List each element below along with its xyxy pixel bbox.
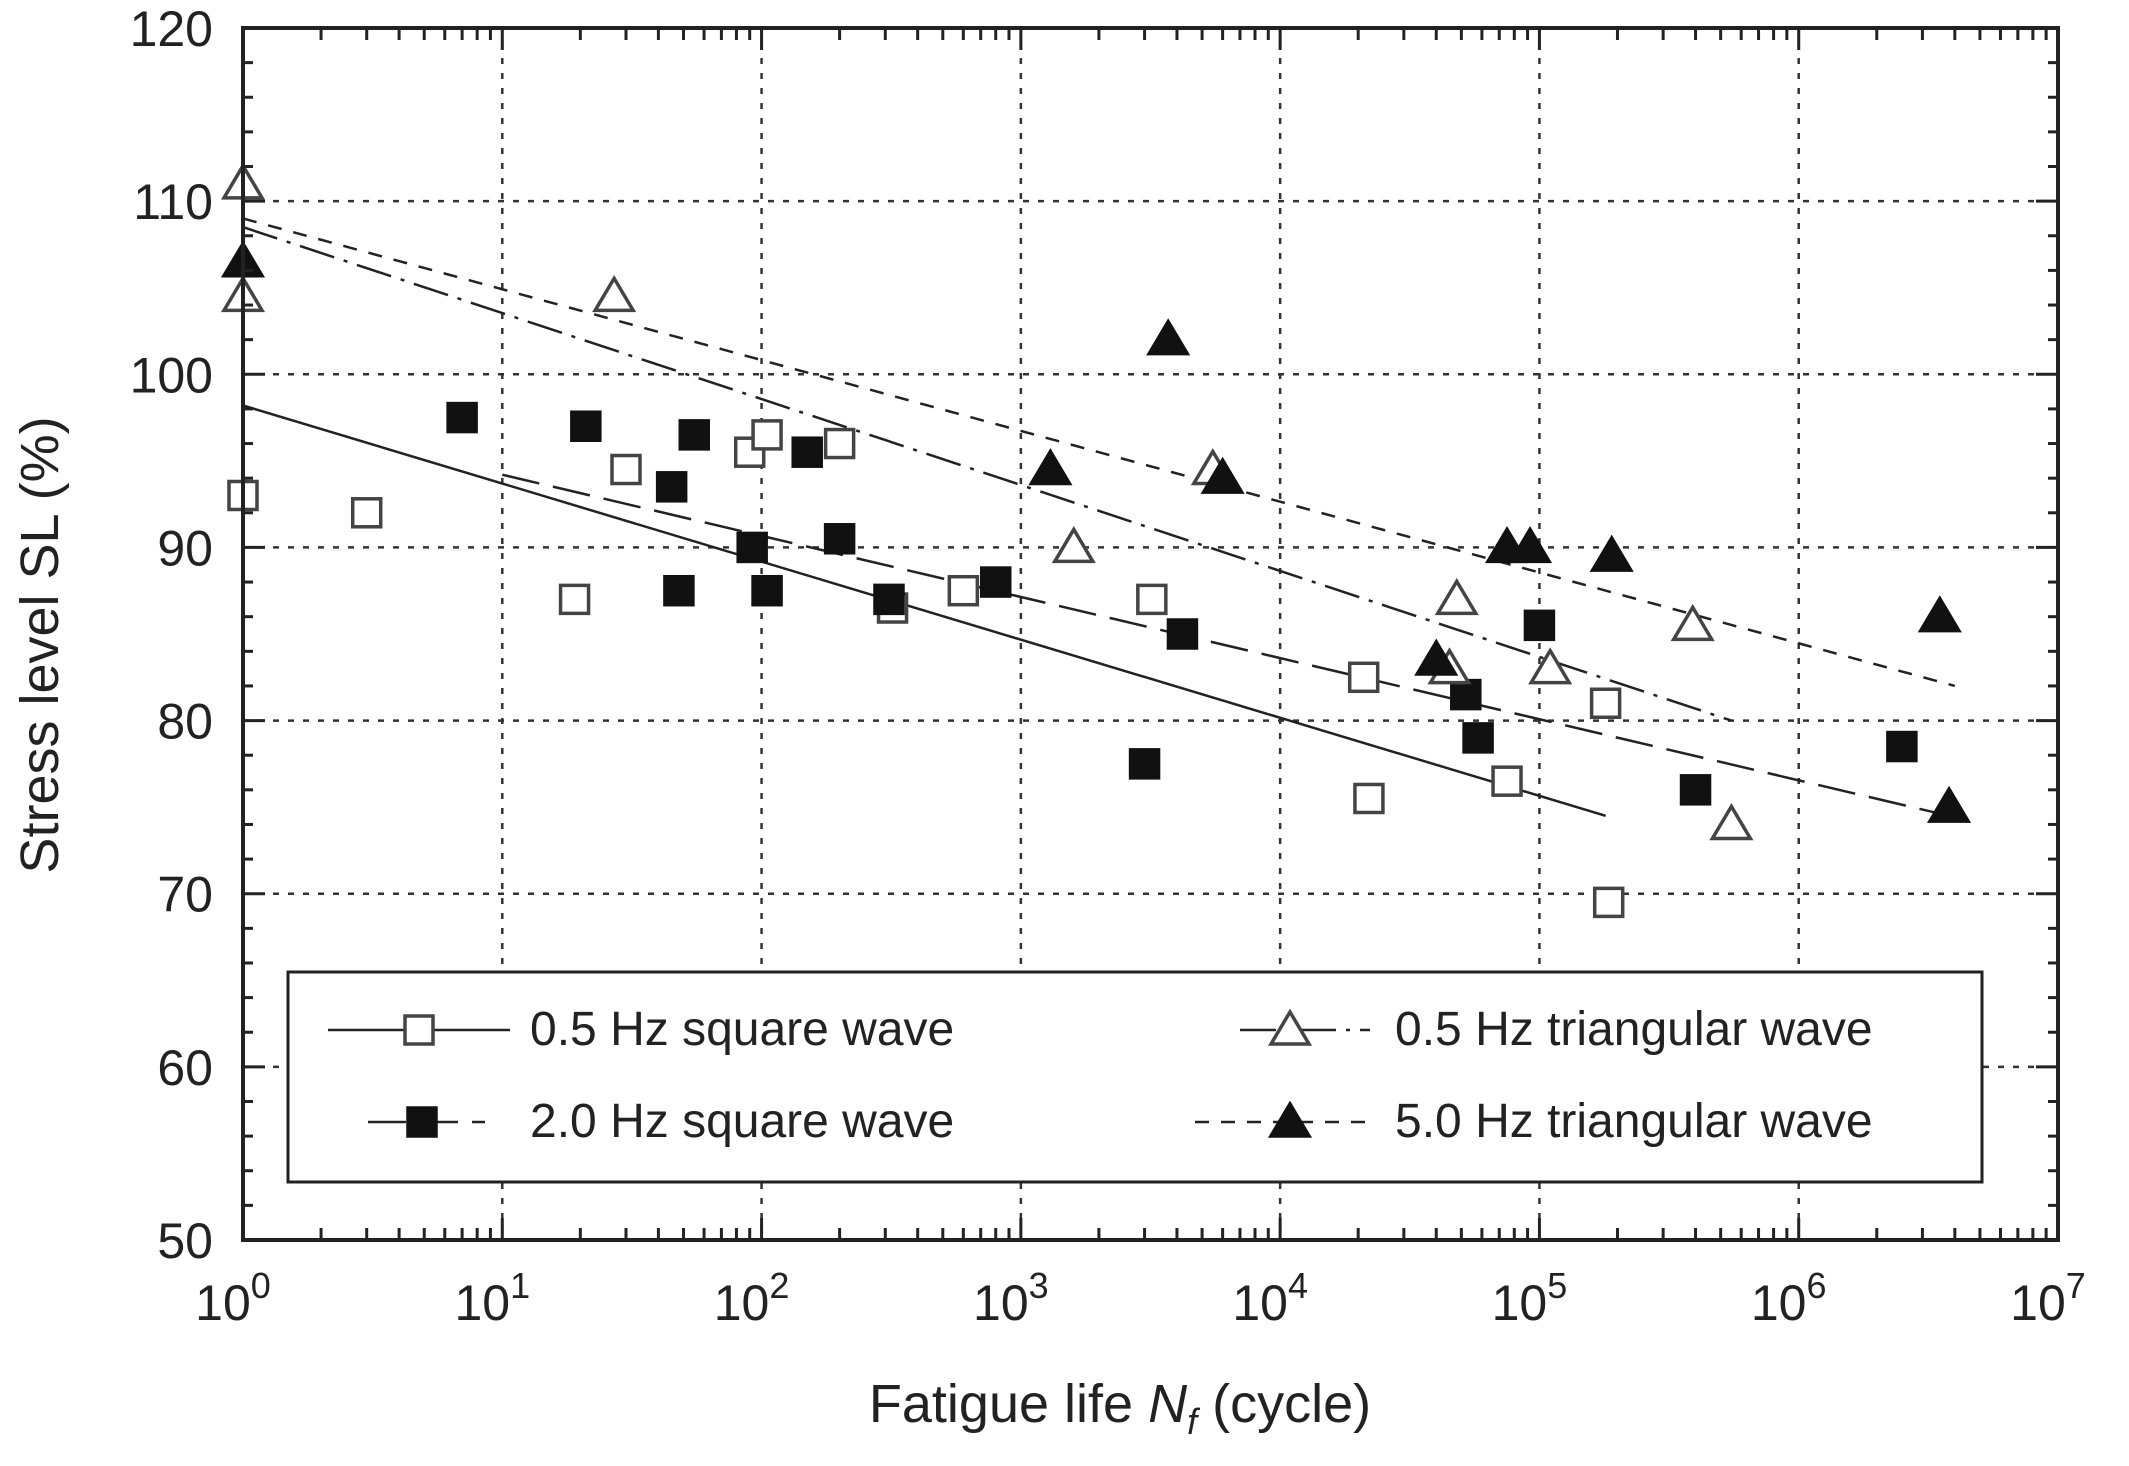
- fit-lines: [242, 217, 1956, 818]
- plot-frame: [241, 26, 2060, 1242]
- point-series-2: [823, 523, 856, 555]
- point-series-3: [1528, 647, 1573, 685]
- point-series-2: [1166, 618, 1199, 650]
- y-tick-label: 50: [157, 1213, 213, 1269]
- point-series-2: [1450, 678, 1482, 711]
- point-series-4: [1589, 534, 1634, 572]
- x-tick-label: 100: [195, 1265, 271, 1331]
- point-series-2: [446, 401, 478, 434]
- y-axis-title: Stress level SL (%): [10, 416, 70, 873]
- point-series-2: [751, 574, 783, 607]
- x-tick-label: 107: [2010, 1265, 2086, 1331]
- x-axis-title: Fatigue life Nf (cycle): [869, 1374, 1371, 1442]
- point-series-1: [1353, 782, 1385, 815]
- legend-entries: 0.5 Hz square wave 2.0 Hz square wave 0.5 …: [328, 1003, 1873, 1148]
- point-series-2: [979, 566, 1012, 598]
- y-tick-label: 60: [157, 1040, 213, 1096]
- point-series-1: [350, 497, 383, 529]
- axes: 100 101 102 103 104 105 106 107 50 60 70 80 90 100 110…: [130, 1, 2086, 1331]
- point-series-4: [1917, 595, 1962, 633]
- point-series-3: [592, 274, 637, 313]
- y-tick-label: 100: [130, 347, 213, 403]
- point-series-1: [1589, 687, 1622, 720]
- point-series-2: [1679, 774, 1712, 806]
- x-tick-label: 101: [454, 1265, 530, 1331]
- point-series-1: [1491, 765, 1523, 797]
- x-tick-label: 102: [714, 1265, 790, 1331]
- y-tick-label: 110: [133, 174, 213, 230]
- point-series-1: [1592, 886, 1625, 919]
- point-series-3: [1709, 803, 1754, 841]
- point-series-1: [1347, 661, 1380, 694]
- legend-label-1: 0.5 Hz square wave: [530, 1003, 954, 1056]
- x-tick-label: 103: [973, 1265, 1049, 1331]
- fit-line-series-1: [242, 404, 1606, 817]
- point-series-1: [733, 436, 766, 468]
- x-tick-label: 105: [1492, 1265, 1568, 1331]
- point-series-2: [655, 471, 688, 503]
- point-series-2: [1128, 748, 1161, 780]
- point-series-2: [1523, 609, 1556, 642]
- legend-label-4: 5.0 Hz triangular wave: [1395, 1095, 1873, 1148]
- point-series-3: [1670, 603, 1715, 642]
- x-tick-label: 106: [1751, 1265, 1827, 1331]
- point-series-1: [1136, 583, 1168, 616]
- point-series-1: [947, 574, 980, 607]
- legend: 0.5 Hz square wave 2.0 Hz square wave 0.5 …: [286, 970, 1984, 1184]
- point-series-3: [1051, 526, 1096, 564]
- y-tick-label: 120: [130, 1, 213, 57]
- point-series-2: [1886, 730, 1918, 763]
- legend-box: [286, 970, 1984, 1184]
- point-series-4: [1028, 448, 1073, 486]
- y-tick-label: 80: [157, 694, 213, 750]
- point-series-2: [678, 419, 711, 451]
- point-series-4: [1507, 526, 1553, 564]
- point-series-4: [1926, 785, 1972, 823]
- legend-marker-4: [1267, 1100, 1313, 1138]
- point-series-1: [823, 427, 856, 460]
- y-tick-label: 70: [157, 867, 213, 923]
- point-series-1: [610, 453, 642, 486]
- legend-label-3: 0.5 Hz triangular wave: [1395, 1003, 1873, 1056]
- legend-marker-1: [403, 1014, 435, 1046]
- point-series-2: [570, 410, 602, 442]
- legend-label-2: 2.0 Hz square wave: [530, 1095, 954, 1148]
- point-series-2: [791, 436, 823, 468]
- point-series-2: [873, 583, 905, 616]
- legend-marker-3: [1267, 1008, 1313, 1046]
- y-tick-label: 90: [157, 520, 213, 576]
- point-series-4: [1414, 638, 1459, 676]
- legend-marker-2: [406, 1106, 438, 1138]
- point-series-4: [1200, 456, 1245, 494]
- fit-line-series-2: [501, 473, 1950, 818]
- point-series-2: [663, 574, 695, 607]
- point-series-4: [1146, 318, 1191, 356]
- point-series-1: [558, 583, 591, 616]
- fit-line-series-4: [242, 217, 1956, 688]
- point-series-3: [1434, 577, 1479, 616]
- fit-line-series-3: [242, 225, 1732, 722]
- point-series-2: [1462, 722, 1494, 754]
- x-tick-label: 104: [1232, 1265, 1308, 1331]
- point-series-2: [736, 531, 768, 564]
- data-points: [220, 162, 1972, 919]
- point-series-1: [751, 419, 783, 451]
